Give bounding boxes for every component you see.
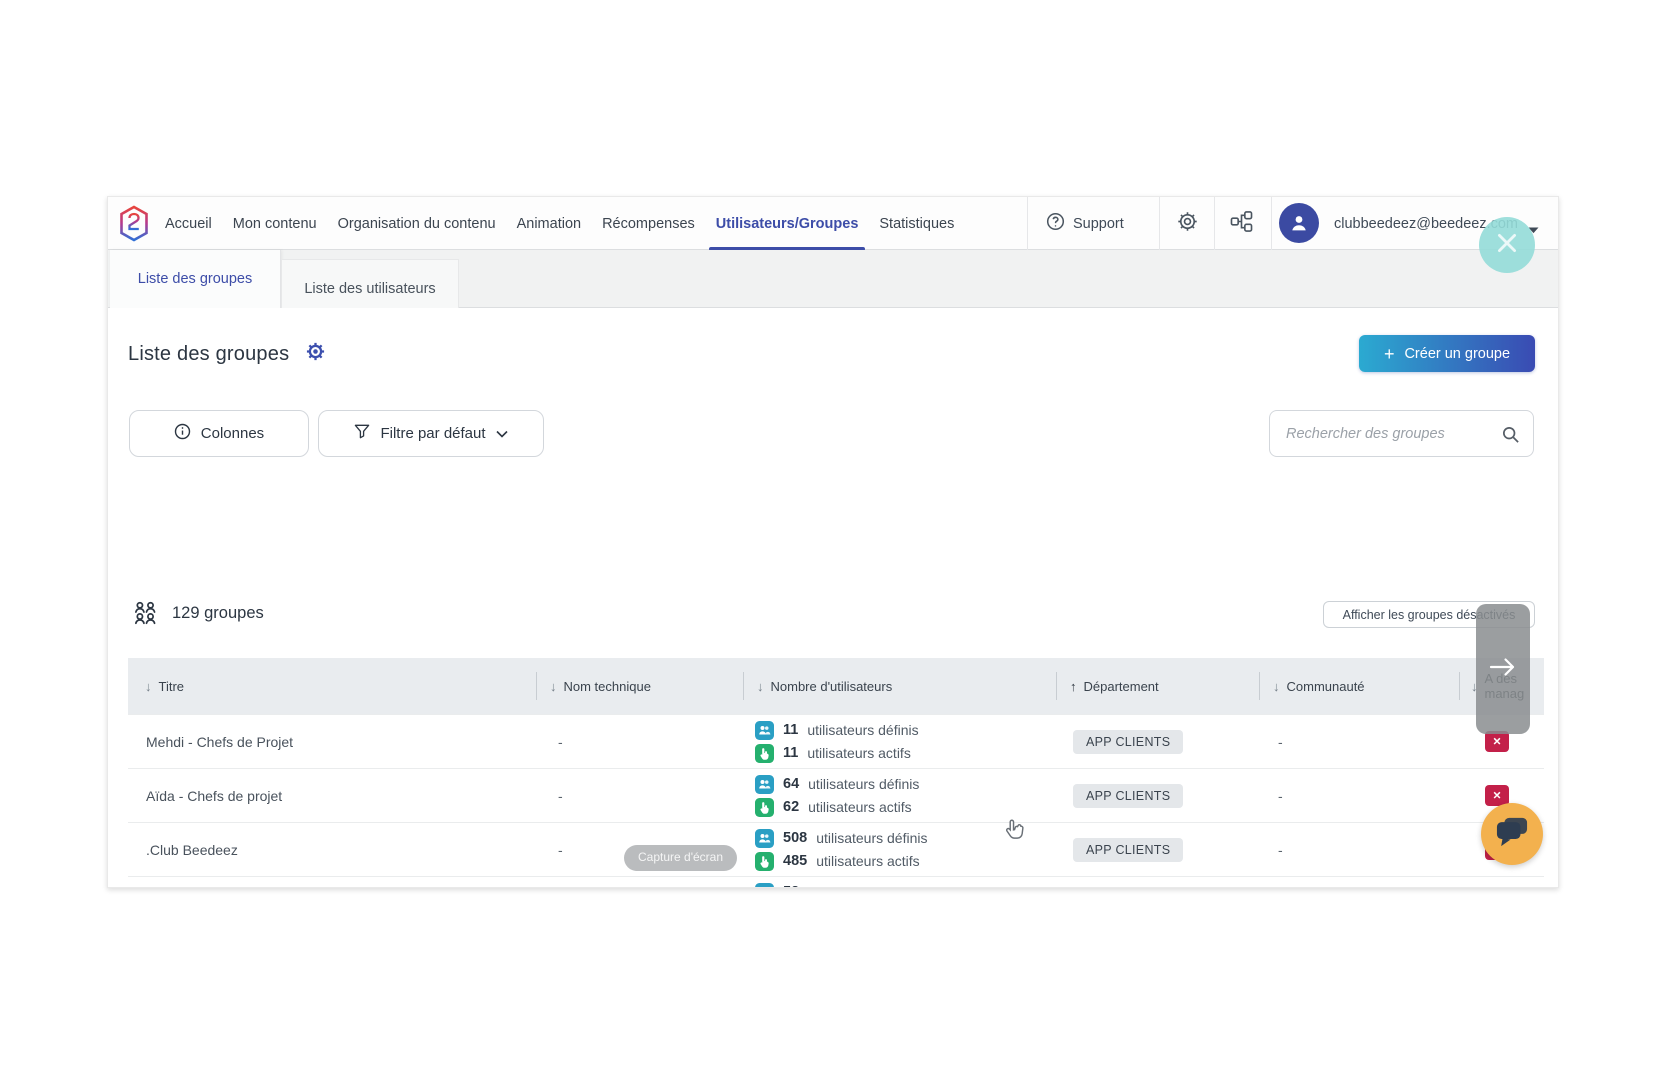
technical-name: - bbox=[536, 877, 743, 888]
table-header: ↓ Titre ↓ Nom technique ↓ Nombre d'utili… bbox=[128, 658, 1544, 714]
table-row[interactable]: Aïda - Chefs de projet - 64 utilisateurs… bbox=[128, 768, 1544, 822]
info-icon bbox=[174, 423, 191, 444]
nav-divider bbox=[1271, 197, 1272, 250]
users-count-cell: 64 utilisateurs définis 62 utilisateurs … bbox=[743, 769, 1056, 822]
main-content: Liste des groupes + Créer un groupe Colo… bbox=[108, 308, 1558, 888]
active-users-icon bbox=[755, 798, 774, 817]
help-icon bbox=[1046, 212, 1065, 235]
person-icon bbox=[1288, 212, 1310, 234]
nav-item-utilisateurs-groupes[interactable]: Utilisateurs/Groupes bbox=[716, 197, 859, 250]
users-count-cell: 52 utilisateurs définis 50 utilisateurs … bbox=[743, 877, 1056, 888]
department-badge: APP CLIENTS bbox=[1073, 838, 1183, 862]
community-value: - bbox=[1259, 715, 1459, 768]
groups-icon bbox=[132, 600, 159, 632]
header-communaute[interactable]: ↓ Communauté bbox=[1259, 658, 1459, 714]
funnel-icon bbox=[354, 424, 370, 443]
header-nom-technique[interactable]: ↓ Nom technique bbox=[536, 658, 743, 714]
nav-menu: Accueil Mon contenu Organisation du cont… bbox=[165, 197, 954, 250]
page-settings-gear-icon[interactable] bbox=[305, 341, 326, 367]
tab-liste-des-utilisateurs[interactable]: Liste des utilisateurs bbox=[281, 259, 459, 308]
has-managers-no-badge[interactable]: ✕ bbox=[1485, 731, 1509, 752]
beedeez-logo-icon[interactable] bbox=[119, 205, 149, 247]
support-button[interactable]: Support bbox=[1046, 197, 1124, 250]
support-label: Support bbox=[1073, 216, 1124, 232]
sort-up-icon: ↑ bbox=[1070, 679, 1077, 694]
header-titre[interactable]: ↓ Titre bbox=[128, 658, 536, 714]
department-badge: APP CLIENTS bbox=[1073, 730, 1183, 754]
community-value: - bbox=[1259, 823, 1459, 876]
create-group-label: Créer un groupe bbox=[1404, 346, 1510, 362]
close-icon bbox=[1494, 230, 1520, 261]
nav-item-statistiques[interactable]: Statistiques bbox=[879, 197, 954, 250]
create-group-button[interactable]: + Créer un groupe bbox=[1359, 335, 1535, 372]
users-count-cell: 11 utilisateurs définis 11 utilisateurs … bbox=[743, 715, 1056, 768]
columns-button[interactable]: Colonnes bbox=[129, 410, 309, 457]
technical-name: - bbox=[536, 769, 743, 822]
group-title: Clément - Chefs de projet bbox=[128, 877, 536, 888]
sub-tab-bar: Liste des groupes Liste des utilisateurs bbox=[108, 250, 1558, 308]
top-nav: Accueil Mon contenu Organisation du cont… bbox=[108, 197, 1558, 250]
header-nombre-utilisateurs[interactable]: ↓ Nombre d'utilisateurs bbox=[743, 658, 1056, 714]
chat-bubbles-icon bbox=[1494, 816, 1530, 853]
default-filter-button[interactable]: Filtre par défaut bbox=[318, 410, 544, 457]
nav-item-accueil[interactable]: Accueil bbox=[165, 197, 212, 250]
defined-users-icon bbox=[755, 829, 774, 848]
group-title: Aïda - Chefs de projet bbox=[128, 769, 536, 822]
arrow-right-icon bbox=[1488, 656, 1518, 683]
defined-users-icon bbox=[755, 721, 774, 740]
close-overlay-button[interactable] bbox=[1479, 217, 1535, 273]
columns-label: Colonnes bbox=[201, 425, 264, 442]
sort-down-icon: ↓ bbox=[145, 679, 152, 694]
scroll-right-overlay[interactable] bbox=[1476, 604, 1530, 734]
active-users-icon bbox=[755, 744, 774, 763]
plus-icon: + bbox=[1384, 345, 1395, 363]
search-icon[interactable] bbox=[1501, 425, 1520, 449]
table-row[interactable]: Mehdi - Chefs de Projet - 11 utilisateur… bbox=[128, 714, 1544, 768]
org-chart-icon bbox=[1230, 211, 1253, 236]
active-users-icon bbox=[755, 852, 774, 871]
chevron-down-icon bbox=[496, 425, 508, 442]
screenshot-tooltip: Capture d'écran bbox=[624, 845, 737, 871]
nav-item-mon-contenu[interactable]: Mon contenu bbox=[233, 197, 317, 250]
nav-divider bbox=[1214, 197, 1215, 250]
nav-divider bbox=[1027, 197, 1028, 250]
table-row[interactable]: Clément - Chefs de projet - 52 utilisate… bbox=[128, 876, 1544, 888]
search-groups-box bbox=[1269, 410, 1534, 457]
hierarchy-button[interactable] bbox=[1230, 197, 1253, 250]
defined-users-icon bbox=[755, 775, 774, 794]
technical-name: - bbox=[536, 715, 743, 768]
gear-icon bbox=[1176, 210, 1199, 237]
mouse-cursor bbox=[1003, 818, 1028, 850]
group-count: 129 groupes bbox=[172, 604, 264, 623]
tab-liste-des-groupes[interactable]: Liste des groupes bbox=[110, 250, 281, 308]
community-value: - bbox=[1259, 877, 1459, 888]
group-title: .Club Beedeez bbox=[128, 823, 536, 876]
defined-users-icon bbox=[755, 883, 774, 889]
app-window: Accueil Mon contenu Organisation du cont… bbox=[107, 196, 1559, 888]
settings-button[interactable] bbox=[1176, 197, 1199, 250]
header-departement[interactable]: ↑ Département bbox=[1056, 658, 1259, 714]
sort-down-icon: ↓ bbox=[757, 679, 764, 694]
sort-down-icon: ↓ bbox=[550, 679, 557, 694]
nav-item-recompenses[interactable]: Récompenses bbox=[602, 197, 695, 250]
page-title: Liste des groupes bbox=[128, 343, 289, 366]
search-groups-input[interactable] bbox=[1286, 412, 1496, 455]
groups-table: ↓ Titre ↓ Nom technique ↓ Nombre d'utili… bbox=[128, 658, 1544, 888]
sort-down-icon: ↓ bbox=[1273, 679, 1280, 694]
nav-item-animation[interactable]: Animation bbox=[517, 197, 581, 250]
community-value: - bbox=[1259, 769, 1459, 822]
group-title: Mehdi - Chefs de Projet bbox=[128, 715, 536, 768]
table-row[interactable]: .Club Beedeez - 508 utilisateurs définis… bbox=[128, 822, 1544, 876]
user-avatar[interactable] bbox=[1279, 203, 1319, 243]
default-filter-label: Filtre par défaut bbox=[380, 425, 485, 442]
nav-item-organisation-du-contenu[interactable]: Organisation du contenu bbox=[338, 197, 496, 250]
department-badge: APP CLIENTS bbox=[1073, 784, 1183, 808]
chat-widget-button[interactable] bbox=[1481, 803, 1543, 865]
nav-divider bbox=[1159, 197, 1160, 250]
